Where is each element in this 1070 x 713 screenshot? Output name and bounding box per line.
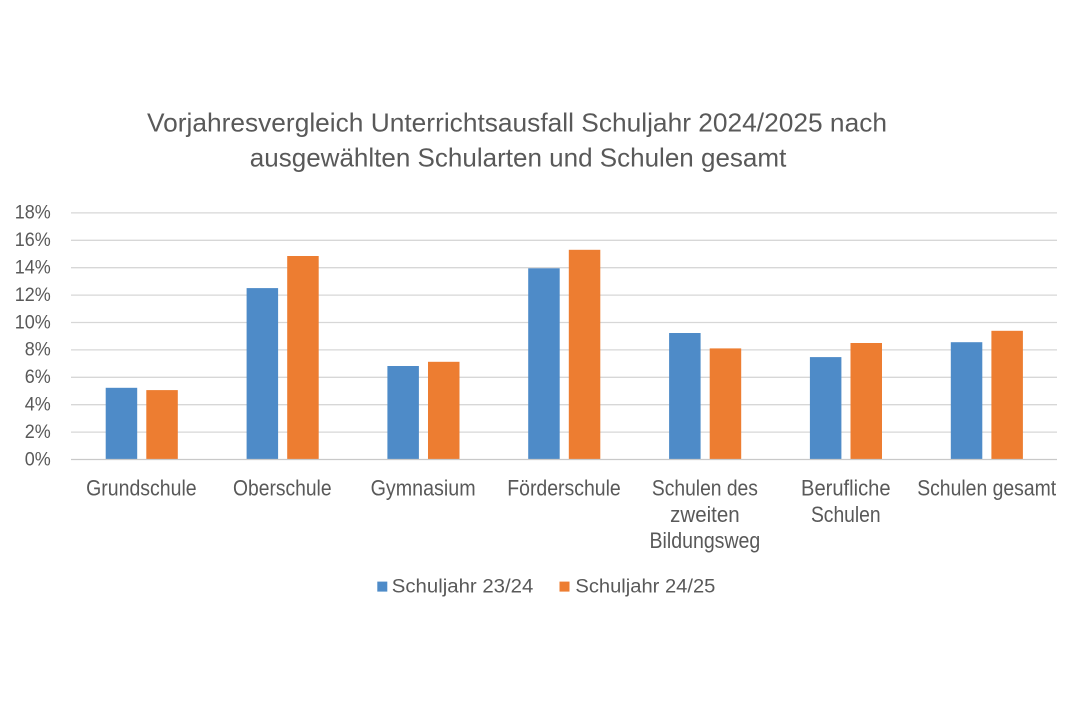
svg-text:Grundschule: Grundschule [86, 475, 197, 500]
svg-text:14%: 14% [15, 257, 51, 279]
svg-text:zweiten: zweiten [670, 502, 740, 527]
svg-text:18%: 18% [15, 202, 51, 224]
svg-text:2%: 2% [25, 421, 51, 443]
svg-text:10%: 10% [15, 311, 51, 333]
svg-text:ausgewählten Schularten und Sc: ausgewählten Schularten und Schulen gesa… [250, 143, 787, 173]
svg-text:Schulen: Schulen [811, 502, 881, 527]
svg-text:4%: 4% [25, 394, 51, 416]
svg-text:Schuljahr 24/25: Schuljahr 24/25 [575, 576, 715, 598]
svg-text:Schulen des: Schulen des [652, 475, 758, 500]
svg-text:0%: 0% [25, 448, 51, 470]
svg-text:Schulen gesamt: Schulen gesamt [917, 475, 1057, 500]
svg-text:Bildungsweg: Bildungsweg [650, 528, 761, 553]
svg-text:Vorjahresvergleich Unterrichts: Vorjahresvergleich Unterrichtsausfall Sc… [147, 107, 887, 137]
svg-text:6%: 6% [25, 366, 51, 388]
svg-text:Gymnasium: Gymnasium [371, 475, 476, 500]
svg-text:12%: 12% [15, 284, 51, 306]
svg-text:16%: 16% [15, 229, 51, 251]
svg-text:Förderschule: Förderschule [507, 475, 621, 500]
svg-text:Berufliche: Berufliche [801, 475, 891, 500]
svg-text:Schuljahr 23/24: Schuljahr 23/24 [392, 576, 534, 598]
svg-text:Oberschule: Oberschule [233, 475, 332, 500]
svg-text:8%: 8% [25, 339, 51, 361]
